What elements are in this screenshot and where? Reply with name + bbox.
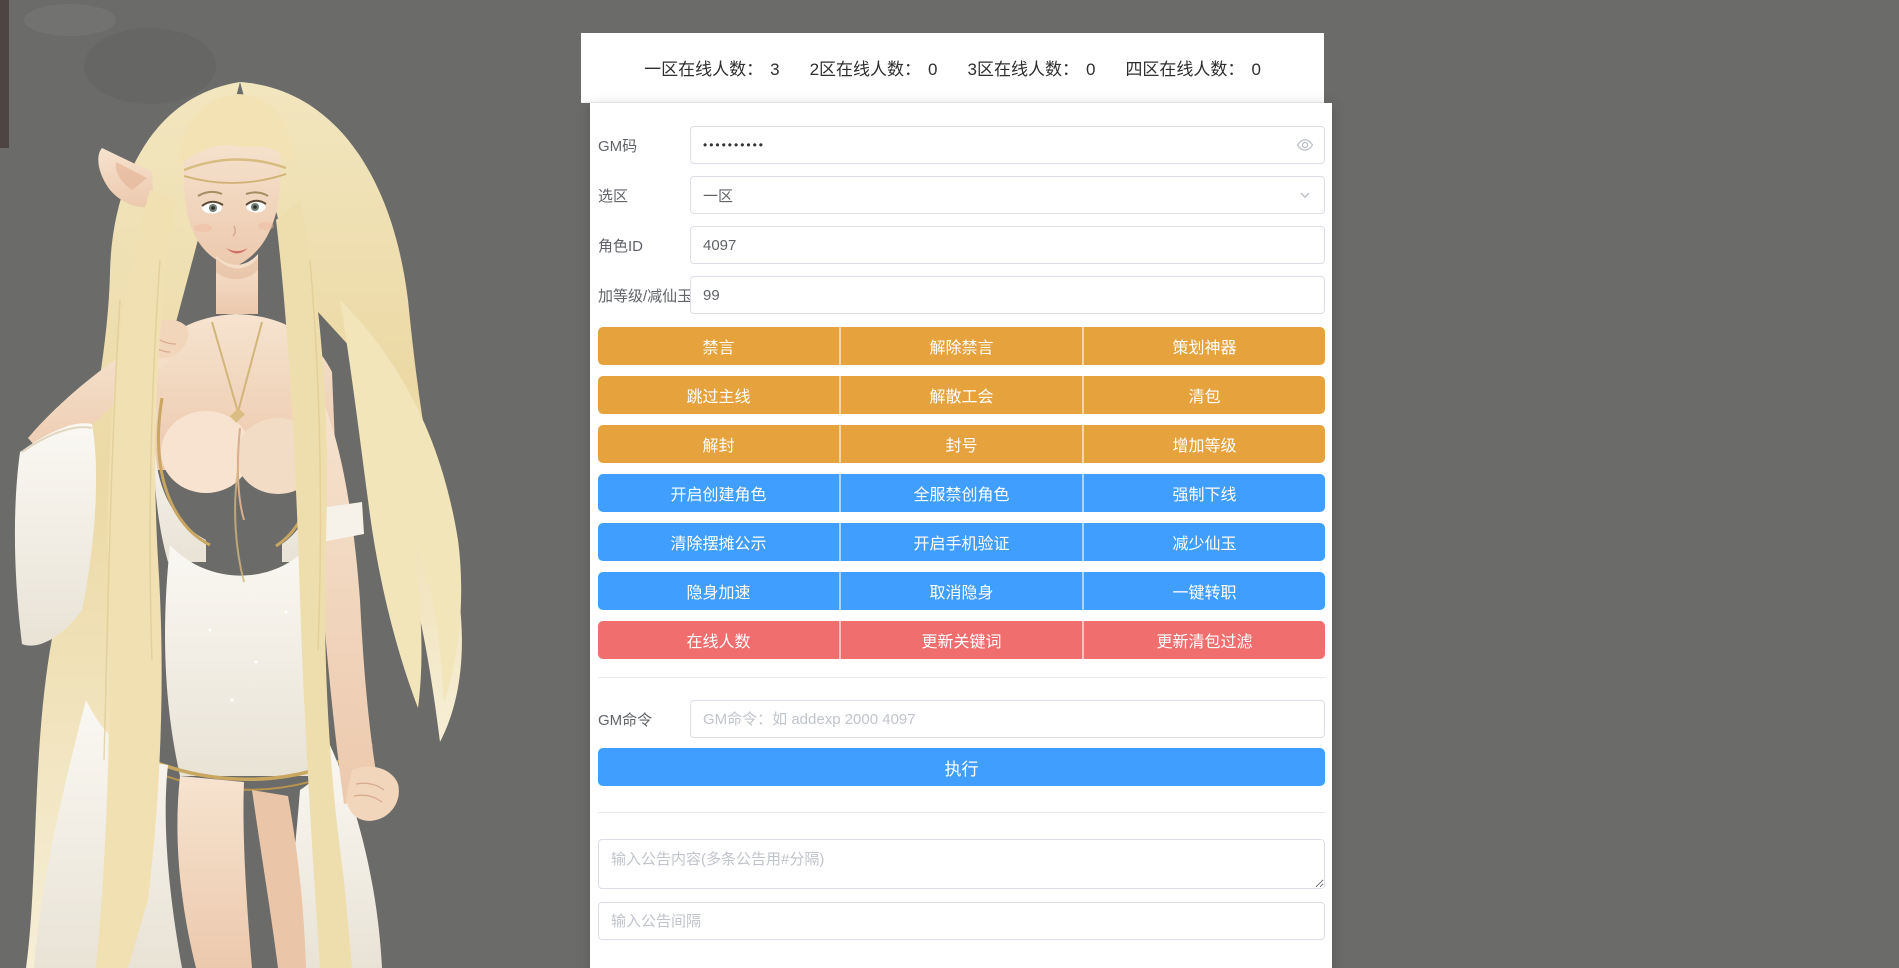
- button-row-1: 禁言 解除禁言 策划神器: [598, 327, 1325, 365]
- ban-button[interactable]: 封号: [839, 425, 1082, 463]
- online-count-label: 2区在线人数：: [809, 60, 922, 79]
- eye-icon[interactable]: [1296, 136, 1314, 154]
- chevron-down-icon: [1298, 188, 1312, 202]
- disable-create-role-button[interactable]: 全服禁创角色: [839, 474, 1082, 512]
- divider: [598, 677, 1325, 678]
- cancel-stealth-button[interactable]: 取消隐身: [839, 572, 1082, 610]
- online-count-zone1: 一区在线人数： 3: [644, 55, 779, 80]
- enable-phone-verify-button[interactable]: 开启手机验证: [839, 523, 1082, 561]
- role-id-input[interactable]: [690, 226, 1325, 264]
- zone-row: 选区 一区: [598, 176, 1325, 214]
- gm-code-row: GM码: [598, 126, 1325, 164]
- level-jade-input[interactable]: [690, 276, 1325, 314]
- gm-code-input[interactable]: [690, 126, 1325, 164]
- button-row-3: 解封 封号 增加等级: [598, 425, 1325, 463]
- skip-mainline-button[interactable]: 跳过主线: [598, 376, 839, 414]
- level-jade-row: 加等级/减仙玉: [598, 276, 1325, 314]
- planner-tool-button[interactable]: 策划神器: [1082, 327, 1325, 365]
- online-count-label: 3区在线人数：: [967, 60, 1079, 79]
- online-count-zone2: 2区在线人数： 0: [810, 55, 938, 80]
- level-jade-label: 加等级/减仙玉: [598, 287, 693, 305]
- gm-command-label: GM命令: [598, 711, 653, 729]
- online-count-value: 3: [770, 60, 780, 79]
- clear-stall-notice-button[interactable]: 清除摆摊公示: [598, 523, 839, 561]
- update-keywords-button[interactable]: 更新关键词: [839, 621, 1082, 659]
- stealth-speed-button[interactable]: 隐身加速: [598, 572, 839, 610]
- gm-command-row: GM命令: [598, 700, 1325, 738]
- button-row-2: 跳过主线 解散工会 清包: [598, 376, 1325, 414]
- button-row-4: 开启创建角色 全服禁创角色 强制下线: [598, 474, 1325, 512]
- button-row-6: 隐身加速 取消隐身 一键转职: [598, 572, 1325, 610]
- zone-label: 选区: [598, 187, 629, 205]
- role-id-input-wrap: [690, 226, 1325, 264]
- unmute-button[interactable]: 解除禁言: [839, 327, 1082, 365]
- online-count-label: 四区在线人数：: [1125, 60, 1245, 79]
- online-count-zone4: 四区在线人数： 0: [1125, 55, 1260, 80]
- unban-button[interactable]: 解封: [598, 425, 839, 463]
- gm-command-input-wrap: [690, 700, 1325, 738]
- zone-select[interactable]: 一区: [690, 176, 1325, 214]
- online-count-value: 0: [1251, 60, 1261, 79]
- online-count-value: 0: [1085, 60, 1096, 79]
- enable-create-role-button[interactable]: 开启创建角色: [598, 474, 839, 512]
- online-count-button[interactable]: 在线人数: [598, 621, 839, 659]
- reduce-jade-button[interactable]: 减少仙玉: [1082, 523, 1325, 561]
- role-id-label: 角色ID: [598, 237, 644, 255]
- zone-select-value: 一区: [703, 187, 734, 205]
- online-status-bar: 一区在线人数： 3 2区在线人数： 0 3区在线人数： 0 四区在线人数： 0: [581, 33, 1324, 103]
- level-jade-input-wrap: [690, 276, 1325, 314]
- add-level-button[interactable]: 增加等级: [1082, 425, 1325, 463]
- gm-code-input-wrap: [690, 126, 1325, 164]
- clear-bag-button[interactable]: 清包: [1082, 376, 1325, 414]
- disband-guild-button[interactable]: 解散工会: [839, 376, 1082, 414]
- force-offline-button[interactable]: 强制下线: [1082, 474, 1325, 512]
- character-illustration: [0, 0, 462, 968]
- button-row-5: 清除摆摊公示 开启手机验证 减少仙玉: [598, 523, 1325, 561]
- gm-code-label: GM码: [598, 137, 638, 155]
- execute-button[interactable]: 执行: [598, 748, 1325, 786]
- mute-button[interactable]: 禁言: [598, 327, 839, 365]
- gm-command-input[interactable]: [690, 700, 1325, 738]
- button-row-7: 在线人数 更新关键词 更新清包过滤: [598, 621, 1325, 659]
- announcement-interval-input[interactable]: [598, 902, 1325, 940]
- divider: [598, 812, 1325, 813]
- online-count-zone3: 3区在线人数： 0: [968, 55, 1096, 80]
- announcement-content-textarea[interactable]: [598, 839, 1325, 889]
- update-clearbag-filter-button[interactable]: 更新清包过滤: [1082, 621, 1325, 659]
- gm-panel: GM码 选区 一区: [590, 103, 1332, 968]
- role-id-row: 角色ID: [598, 226, 1325, 264]
- action-button-grid: 禁言 解除禁言 策划神器 跳过主线 解散工会 清包 解封 封号 增加等级 开启创…: [598, 327, 1325, 659]
- one-key-class-change-button[interactable]: 一键转职: [1082, 572, 1325, 610]
- online-count-value: 0: [928, 60, 938, 79]
- online-count-label: 一区在线人数：: [644, 60, 764, 79]
